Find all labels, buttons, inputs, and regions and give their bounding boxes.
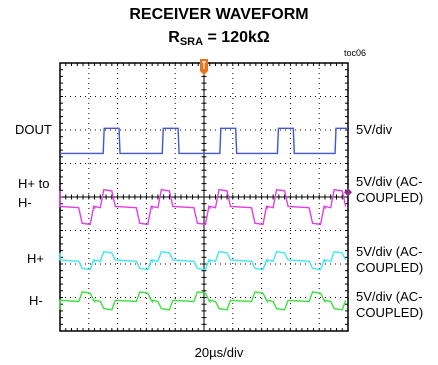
series-hplus-trace <box>59 250 347 271</box>
diff-marker-icon <box>344 188 352 197</box>
subtitle-sub: SRA <box>179 36 204 48</box>
label-hminus: H- <box>29 293 43 308</box>
scale-hminus: 5V/div (AC- COUPLED) <box>356 289 423 321</box>
label-dout: DOUT <box>15 122 52 137</box>
scale-hdiff: 5V/div (AC- COUPLED) <box>356 174 423 206</box>
scale-hplus-line1: 5V/div (AC- <box>356 244 423 259</box>
scale-hplus-line2: COUPLED) <box>356 260 424 275</box>
toc-label: toc06 <box>343 48 366 58</box>
subtitle-r: R <box>168 29 180 46</box>
chart-title: RECEIVER WAVEFORM <box>129 6 309 23</box>
scale-hdiff-line1: 5V/div (AC- <box>356 174 423 189</box>
series-hdiff-trace <box>59 188 347 226</box>
label-hdiff-line2: H- <box>18 195 32 210</box>
label-hdiff-line1: H+ to <box>18 176 50 191</box>
subtitle-value: = 120kΩ <box>203 29 270 46</box>
scale-hminus-line2: COUPLED) <box>356 305 424 320</box>
scale-hdiff-line2: COUPLED) <box>356 190 424 205</box>
label-hdiff: H+ to H- <box>18 176 49 211</box>
label-hplus: H+ <box>27 251 44 266</box>
x-axis-label: 20µs/div <box>194 345 244 360</box>
chart-subtitle: RSRA = 120kΩ <box>0 29 438 48</box>
scale-hplus: 5V/div (AC- COUPLED) <box>356 244 423 276</box>
scale-hminus-line1: 5V/div (AC- <box>356 289 423 304</box>
series-dout-trace <box>60 127 348 155</box>
trigger-t-glyph <box>202 61 206 69</box>
series-hminus-trace <box>59 291 347 311</box>
scale-dout: 5V/div <box>356 122 393 137</box>
